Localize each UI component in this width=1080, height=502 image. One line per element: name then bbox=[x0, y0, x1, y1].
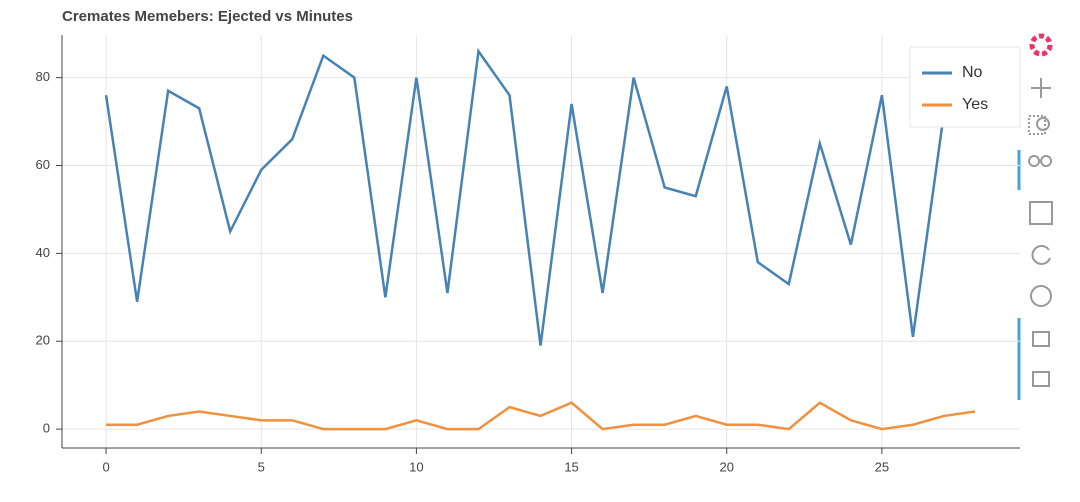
save-tool[interactable] bbox=[1029, 201, 1053, 225]
y-tick-label: 0 bbox=[43, 421, 50, 436]
x-tick-label: 0 bbox=[102, 459, 109, 474]
x-tick-label: 5 bbox=[258, 459, 265, 474]
x-tick-label: 20 bbox=[720, 459, 734, 474]
series-line bbox=[104, 47, 977, 346]
y-tick-label: 40 bbox=[36, 245, 50, 260]
x-tick-label: 10 bbox=[409, 459, 423, 474]
wheel-zoom-tool[interactable] bbox=[1028, 155, 1053, 167]
y-tick-label: 60 bbox=[36, 157, 50, 172]
legend-label: No bbox=[962, 64, 983, 81]
help-tool[interactable] bbox=[1030, 285, 1052, 307]
x-tick-label: 15 bbox=[564, 459, 578, 474]
zoom-lens bbox=[1036, 117, 1050, 131]
legend-label: Yes bbox=[962, 96, 988, 113]
legend-box bbox=[909, 46, 1021, 128]
logo[interactable] bbox=[1029, 33, 1053, 57]
hover-tool[interactable] bbox=[1032, 371, 1050, 387]
reset-tool[interactable] bbox=[1031, 245, 1051, 265]
pan-tool[interactable] bbox=[1031, 78, 1051, 98]
toolbar bbox=[1017, 33, 1053, 400]
x-tick-label: 25 bbox=[875, 459, 889, 474]
hover-tool[interactable] bbox=[1032, 331, 1050, 347]
y-tick-label: 80 bbox=[36, 69, 50, 84]
chart-title: Cremates Memebers: Ejected vs Minutes bbox=[62, 8, 353, 25]
y-tick-label: 20 bbox=[36, 333, 50, 348]
box-zoom-tool[interactable] bbox=[1028, 115, 1046, 135]
series-line bbox=[106, 401, 976, 431]
